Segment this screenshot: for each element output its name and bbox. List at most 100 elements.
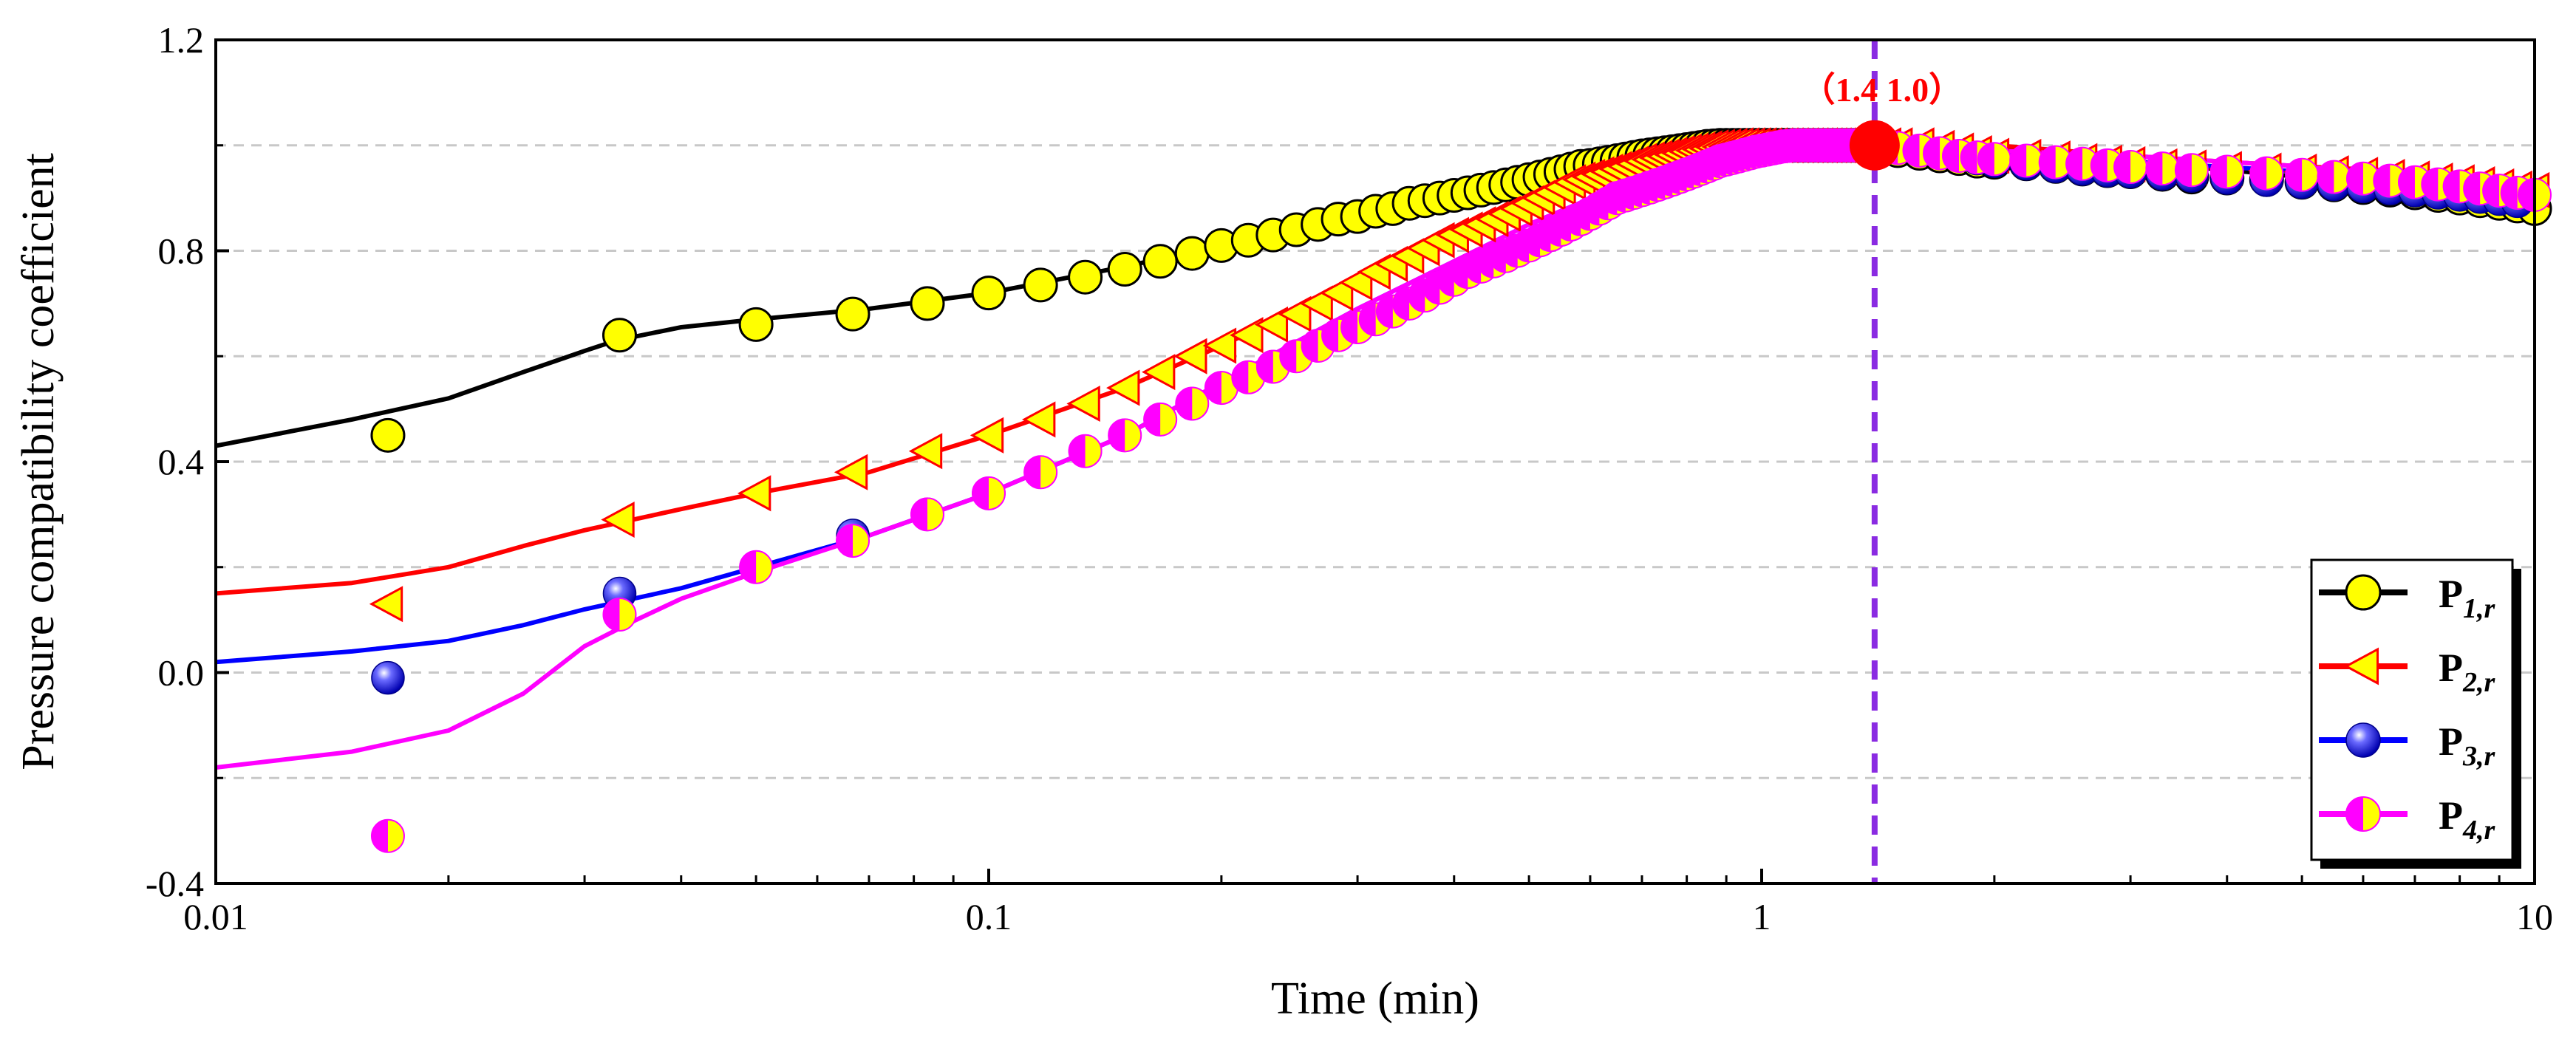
legend-marker	[2345, 722, 2381, 758]
marker-half-yellow	[1160, 403, 1177, 436]
marker-half-yellow	[387, 819, 404, 852]
marker-half-yellow	[2130, 151, 2147, 184]
marker-half-yellow	[1994, 143, 2011, 176]
y-tick-label: 0.4	[158, 441, 205, 482]
marker-outline	[2249, 156, 2284, 191]
marker-half-yellow	[2334, 160, 2351, 194]
data-point	[970, 417, 1004, 454]
legend-label-sub: 1,r	[2463, 593, 2496, 624]
data-point	[369, 586, 403, 623]
x-tick-label: 0.01	[183, 896, 248, 937]
data-point	[737, 475, 771, 512]
data-point	[2113, 150, 2148, 185]
data-point	[1108, 418, 1142, 453]
data-point	[2249, 156, 2284, 191]
data-point	[2209, 154, 2244, 189]
data-point	[2009, 143, 2044, 178]
marker-outline	[972, 476, 1006, 510]
legend-label-sub: 4,r	[2462, 815, 2496, 846]
legend-box	[2310, 558, 2514, 861]
data-point	[1175, 386, 1210, 421]
marker-outline	[1068, 434, 1103, 468]
data-point	[834, 454, 868, 490]
marker-outline	[2209, 154, 2244, 189]
legend-label: P3,r	[2439, 719, 2496, 772]
legend-label-main: P	[2439, 646, 2463, 690]
data-point	[602, 318, 637, 353]
data-point	[908, 433, 943, 470]
legend-label-sub: 2,r	[2462, 667, 2496, 698]
legend-entry-P3,r: P3,r	[2319, 719, 2496, 772]
data-point	[1068, 259, 1103, 295]
data-point	[1023, 267, 1058, 303]
y-tick-label: 1.2	[158, 19, 205, 61]
y-axis-label: Pressure compatibility coefficient	[13, 153, 64, 770]
legend-label: P2,r	[2439, 646, 2496, 698]
data-point	[2317, 160, 2351, 194]
legend-marker	[2343, 647, 2379, 685]
data-point	[1022, 401, 1056, 438]
data-point	[1066, 385, 1100, 423]
x-tick-label: 1	[1753, 896, 1771, 937]
marker-outline	[836, 524, 870, 558]
data-point	[910, 497, 944, 532]
marker-outline	[1175, 386, 1210, 421]
y-tick-label: 0.0	[158, 652, 205, 694]
x-axis-label: Time (min)	[1271, 974, 1479, 1024]
annotation-layer: （1.4 1.0）	[1802, 71, 1963, 171]
x-tick-label: 0.1	[966, 896, 1012, 937]
marker-outline	[739, 550, 774, 584]
series-markers-P3,r	[371, 129, 2535, 695]
marker-half-yellow	[2162, 152, 2179, 185]
data-point	[1023, 455, 1058, 490]
marker-half-yellow	[619, 598, 636, 631]
annotation-marker	[1849, 120, 1900, 171]
legend-label: P1,r	[2439, 572, 2496, 624]
legend-entry-P1,r: P1,r	[2319, 572, 2496, 624]
marker-half-yellow	[853, 524, 870, 558]
legend-label-sub: 3,r	[2462, 741, 2496, 772]
marker-outline	[1023, 455, 1058, 490]
marker-half-yellow	[1192, 387, 1209, 420]
marker-outline	[2174, 153, 2209, 188]
data-point	[1977, 142, 2011, 177]
series-markers-layer	[369, 127, 2552, 853]
marker-half-yellow	[2535, 178, 2551, 211]
marker-outline	[910, 497, 944, 532]
annotation-label: （1.4 1.0）	[1802, 71, 1963, 109]
grid-layer	[216, 144, 2535, 779]
ticks-layer: -0.4 0.0 0.4 0.8 1.2 0.01 0.1 1 10	[146, 19, 2553, 937]
marker-outline	[602, 597, 637, 632]
data-point	[1174, 236, 1210, 271]
data-point	[2285, 157, 2320, 192]
legend-marker	[2345, 796, 2381, 832]
marker-half-yellow	[2302, 158, 2319, 191]
legend-marker	[2345, 574, 2382, 611]
marker-half-yellow	[1085, 434, 1102, 468]
data-point	[1106, 369, 1140, 406]
data-point	[1068, 434, 1103, 468]
data-point	[739, 550, 774, 584]
marker-half-yellow	[1125, 419, 1142, 452]
legend-label-main: P	[2439, 572, 2463, 616]
legend-entry-P4,r: P4,r	[2319, 793, 2496, 846]
marker-half-yellow	[2026, 144, 2043, 177]
data-point	[836, 524, 870, 558]
data-point	[1173, 338, 1207, 375]
data-point	[1107, 251, 1142, 287]
marker-half-yellow	[2266, 157, 2283, 190]
x-tick-label: 10	[2516, 896, 2553, 937]
marker-outline	[2345, 796, 2381, 832]
data-point	[1278, 295, 1312, 332]
data-point	[370, 818, 405, 853]
legend-entry-P2,r: P2,r	[2319, 646, 2496, 698]
marker-outline	[1143, 402, 1178, 437]
data-point	[1141, 354, 1176, 391]
legend: P1,rP2,rP3,rP4,r	[2310, 558, 2521, 869]
marker-half-yellow	[756, 550, 773, 584]
legend-label: P4,r	[2439, 793, 2496, 846]
data-point	[602, 597, 637, 632]
marker-outline	[1108, 418, 1142, 453]
